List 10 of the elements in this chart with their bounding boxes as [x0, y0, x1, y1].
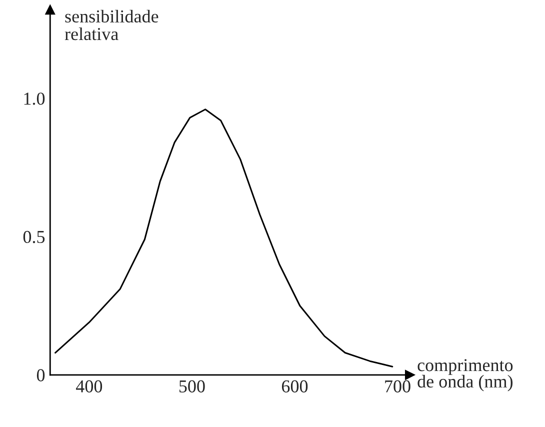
- y-tick-label: 0: [36, 369, 45, 382]
- y-tick-label: 1.0: [24, 92, 45, 105]
- x-tick-label: 500: [179, 380, 205, 392]
- x-tick-label: 400: [76, 380, 102, 392]
- x-tick-label: 700: [385, 380, 410, 392]
- y-tick-label: 0.5: [23, 230, 45, 244]
- x-axis-title: comprimento de onda (nm): [418, 359, 513, 392]
- x-tick-label: 600: [282, 380, 308, 392]
- line-series: [54, 108, 394, 368]
- y-axis-title: sensibilidade relativa: [64, 10, 158, 40]
